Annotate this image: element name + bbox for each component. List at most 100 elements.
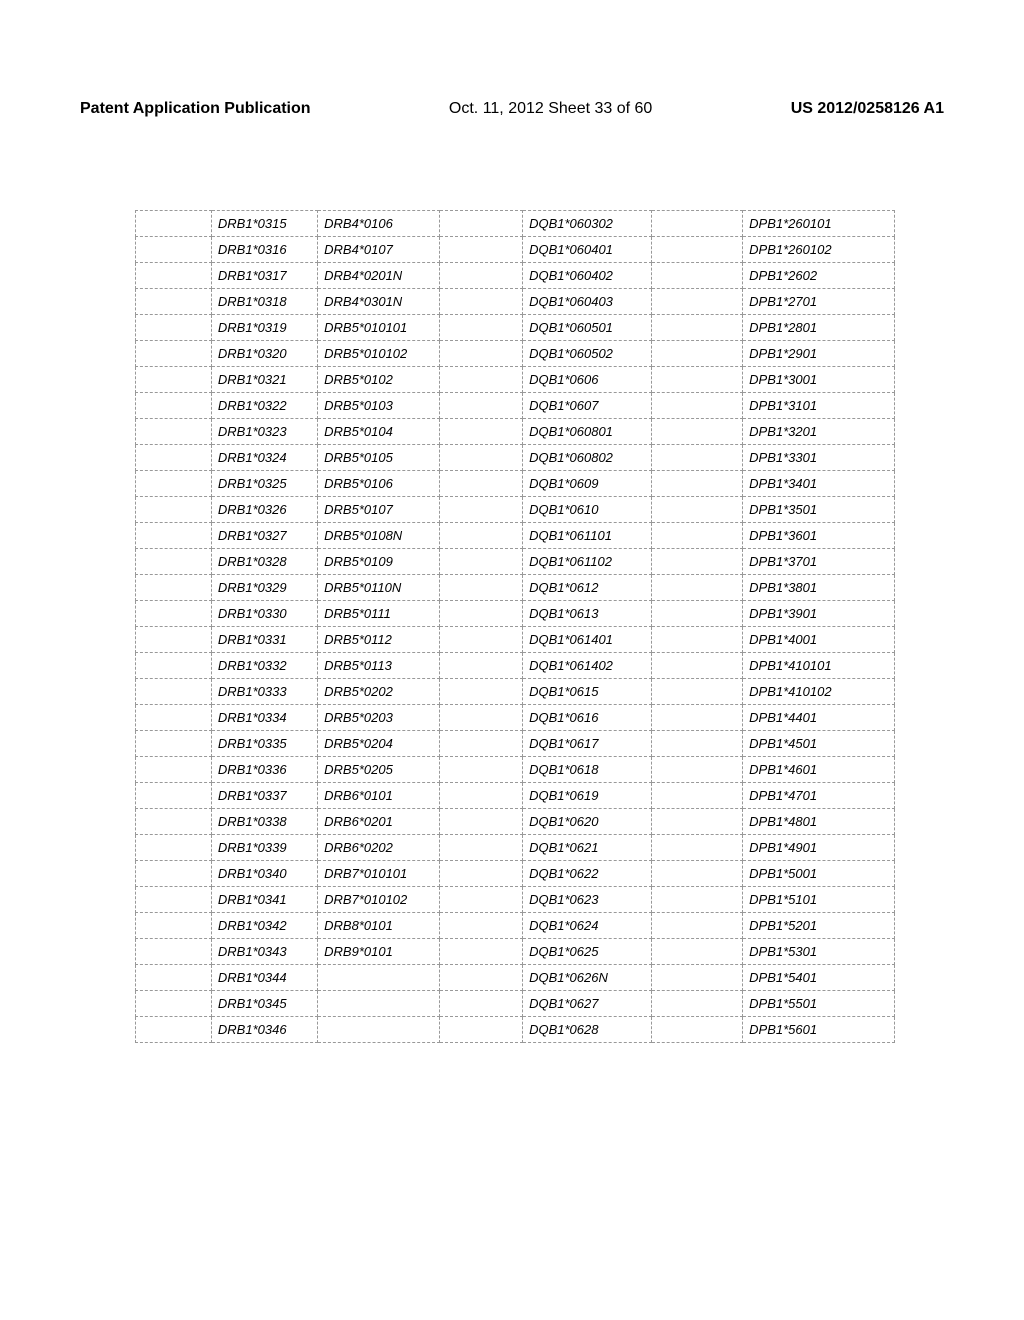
table-cell: DQB1*0627 bbox=[523, 991, 652, 1017]
table-cell: DQB1*061101 bbox=[523, 523, 652, 549]
table-cell: DRB7*010102 bbox=[318, 887, 439, 913]
table-cell: DRB1*0324 bbox=[211, 445, 317, 471]
table-cell bbox=[136, 887, 212, 913]
table-cell: DRB1*0319 bbox=[211, 315, 317, 341]
table-cell bbox=[136, 237, 212, 263]
table-cell bbox=[439, 991, 522, 1017]
table-cell bbox=[136, 627, 212, 653]
table-cell: DPB1*5601 bbox=[743, 1017, 895, 1043]
table-cell: DRB1*0327 bbox=[211, 523, 317, 549]
table-cell: DPB1*3201 bbox=[743, 419, 895, 445]
table-cell bbox=[652, 601, 743, 627]
table-cell bbox=[439, 913, 522, 939]
table-row: DRB1*0333DRB5*0202DQB1*0615DPB1*410102 bbox=[136, 679, 895, 705]
table-cell: DPB1*2801 bbox=[743, 315, 895, 341]
table-cell: DRB1*0318 bbox=[211, 289, 317, 315]
table-cell: DPB1*3301 bbox=[743, 445, 895, 471]
table-cell bbox=[652, 939, 743, 965]
table-cell bbox=[652, 731, 743, 757]
table-cell bbox=[652, 653, 743, 679]
table-cell: DQB1*0617 bbox=[523, 731, 652, 757]
table-cell bbox=[136, 289, 212, 315]
table-cell: DRB7*010101 bbox=[318, 861, 439, 887]
table-cell: DPB1*3901 bbox=[743, 601, 895, 627]
table-cell: DRB1*0346 bbox=[211, 1017, 317, 1043]
table-cell: DRB1*0345 bbox=[211, 991, 317, 1017]
table-cell: DQB1*0621 bbox=[523, 835, 652, 861]
table-cell bbox=[439, 679, 522, 705]
table-cell bbox=[318, 991, 439, 1017]
table-cell bbox=[136, 1017, 212, 1043]
table-row: DRB1*0325DRB5*0106DQB1*0609DPB1*3401 bbox=[136, 471, 895, 497]
table-cell: DRB4*0107 bbox=[318, 237, 439, 263]
table-cell bbox=[136, 965, 212, 991]
table-cell bbox=[652, 419, 743, 445]
table-cell bbox=[652, 679, 743, 705]
table-cell bbox=[136, 653, 212, 679]
table-cell bbox=[136, 679, 212, 705]
table-cell bbox=[439, 835, 522, 861]
table-cell bbox=[439, 549, 522, 575]
table-cell bbox=[652, 367, 743, 393]
table-cell: DQB1*061102 bbox=[523, 549, 652, 575]
table-row: DRB1*0337DRB6*0101DQB1*0619DPB1*4701 bbox=[136, 783, 895, 809]
table-cell: DPB1*5501 bbox=[743, 991, 895, 1017]
table-cell: DRB1*0341 bbox=[211, 887, 317, 913]
table-cell: DRB5*0203 bbox=[318, 705, 439, 731]
table-cell: DQB1*061402 bbox=[523, 653, 652, 679]
table-cell: DRB9*0101 bbox=[318, 939, 439, 965]
table-cell bbox=[136, 263, 212, 289]
table-cell: DRB1*0340 bbox=[211, 861, 317, 887]
table-cell bbox=[652, 497, 743, 523]
table-cell bbox=[136, 445, 212, 471]
table-cell bbox=[136, 861, 212, 887]
table-cell: DRB1*0337 bbox=[211, 783, 317, 809]
table-cell bbox=[652, 211, 743, 237]
table-cell: DRB1*0334 bbox=[211, 705, 317, 731]
table-row: DRB1*0316DRB4*0107DQB1*060401DPB1*260102 bbox=[136, 237, 895, 263]
table-cell: DQB1*060502 bbox=[523, 341, 652, 367]
table-cell bbox=[652, 237, 743, 263]
allele-table: DRB1*0315DRB4*0106DQB1*060302DPB1*260101… bbox=[135, 210, 895, 1043]
header-publication: Patent Application Publication bbox=[80, 100, 311, 118]
table-cell bbox=[136, 497, 212, 523]
table-cell bbox=[439, 497, 522, 523]
table-cell: DQB1*0612 bbox=[523, 575, 652, 601]
table-cell: DPB1*5401 bbox=[743, 965, 895, 991]
table-cell: DPB1*3601 bbox=[743, 523, 895, 549]
table-cell: DRB5*0103 bbox=[318, 393, 439, 419]
table-cell bbox=[318, 965, 439, 991]
table-cell: DRB1*0317 bbox=[211, 263, 317, 289]
table-cell: DPB1*4601 bbox=[743, 757, 895, 783]
table-cell bbox=[439, 731, 522, 757]
table-cell: DRB1*0325 bbox=[211, 471, 317, 497]
table-cell: DRB1*0331 bbox=[211, 627, 317, 653]
table-cell bbox=[652, 445, 743, 471]
table-cell: DQB1*061401 bbox=[523, 627, 652, 653]
table-row: DRB1*0341DRB7*010102DQB1*0623DPB1*5101 bbox=[136, 887, 895, 913]
table-cell bbox=[439, 341, 522, 367]
table-cell: DPB1*3501 bbox=[743, 497, 895, 523]
table-row: DRB1*0323DRB5*0104DQB1*060801DPB1*3201 bbox=[136, 419, 895, 445]
table-cell: DRB5*0110N bbox=[318, 575, 439, 601]
table-row: DRB1*0320DRB5*010102DQB1*060502DPB1*2901 bbox=[136, 341, 895, 367]
table-cell: DPB1*260102 bbox=[743, 237, 895, 263]
table-cell: DRB8*0101 bbox=[318, 913, 439, 939]
table-cell: DQB1*0618 bbox=[523, 757, 652, 783]
table-row: DRB1*0339DRB6*0202DQB1*0621DPB1*4901 bbox=[136, 835, 895, 861]
table-cell bbox=[439, 393, 522, 419]
table-cell: DRB1*0320 bbox=[211, 341, 317, 367]
table-cell bbox=[439, 653, 522, 679]
table-cell: DRB1*0323 bbox=[211, 419, 317, 445]
table-cell: DRB5*0107 bbox=[318, 497, 439, 523]
table-cell: DQB1*0610 bbox=[523, 497, 652, 523]
table-cell: DQB1*0625 bbox=[523, 939, 652, 965]
table-cell: DQB1*060802 bbox=[523, 445, 652, 471]
table-row: DRB1*0322DRB5*0103DQB1*0607DPB1*3101 bbox=[136, 393, 895, 419]
table-row: DRB1*0332DRB5*0113DQB1*061402DPB1*410101 bbox=[136, 653, 895, 679]
table-row: DRB1*0342DRB8*0101DQB1*0624DPB1*5201 bbox=[136, 913, 895, 939]
table-cell: DQB1*0620 bbox=[523, 809, 652, 835]
table-cell: DRB5*0105 bbox=[318, 445, 439, 471]
table-cell: DPB1*2602 bbox=[743, 263, 895, 289]
table-cell: DRB1*0335 bbox=[211, 731, 317, 757]
